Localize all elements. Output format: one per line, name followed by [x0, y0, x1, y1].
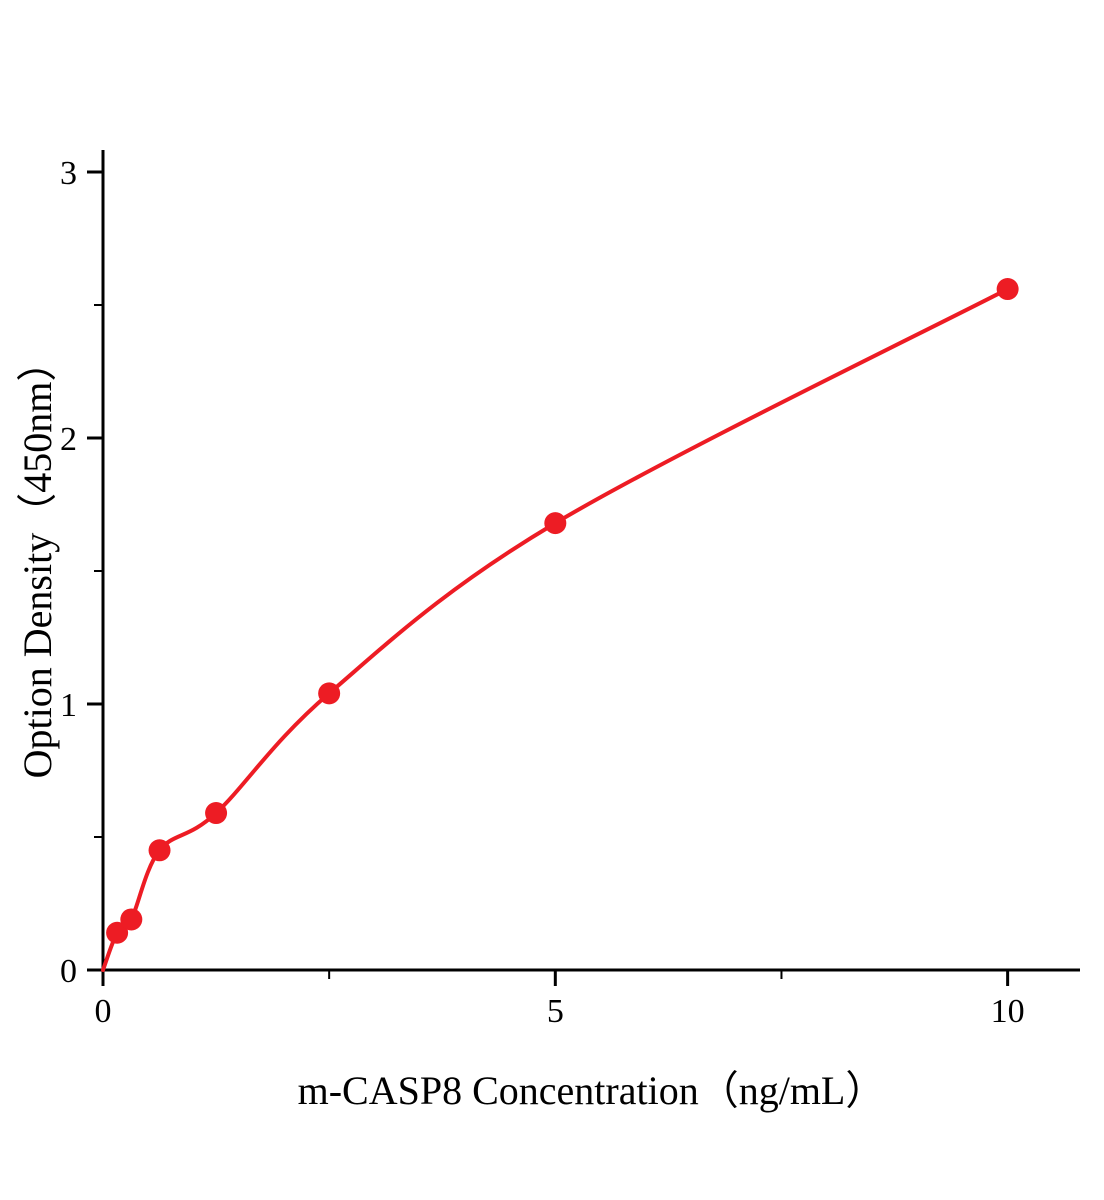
y-tick-label: 0 [60, 953, 77, 990]
y-tick-label: 2 [60, 421, 77, 458]
data-point [205, 802, 228, 825]
x-axis-title: m-CASP8 Concentration（ng/mL） [297, 1068, 886, 1113]
fit-curve [101, 287, 1010, 972]
y-tick-label: 3 [60, 155, 77, 192]
data-point [996, 278, 1019, 301]
x-tick-label: 0 [95, 993, 112, 1030]
x-tick-label: 5 [547, 993, 564, 1030]
y-tick-label: 1 [60, 687, 77, 724]
data-point [106, 921, 129, 944]
data-point [544, 512, 567, 535]
data-point [318, 682, 341, 705]
y-axis-title: Option Density（450nm） [15, 341, 60, 779]
data-point [148, 839, 171, 862]
data-point [120, 908, 143, 931]
x-tick-label: 10 [991, 993, 1025, 1030]
